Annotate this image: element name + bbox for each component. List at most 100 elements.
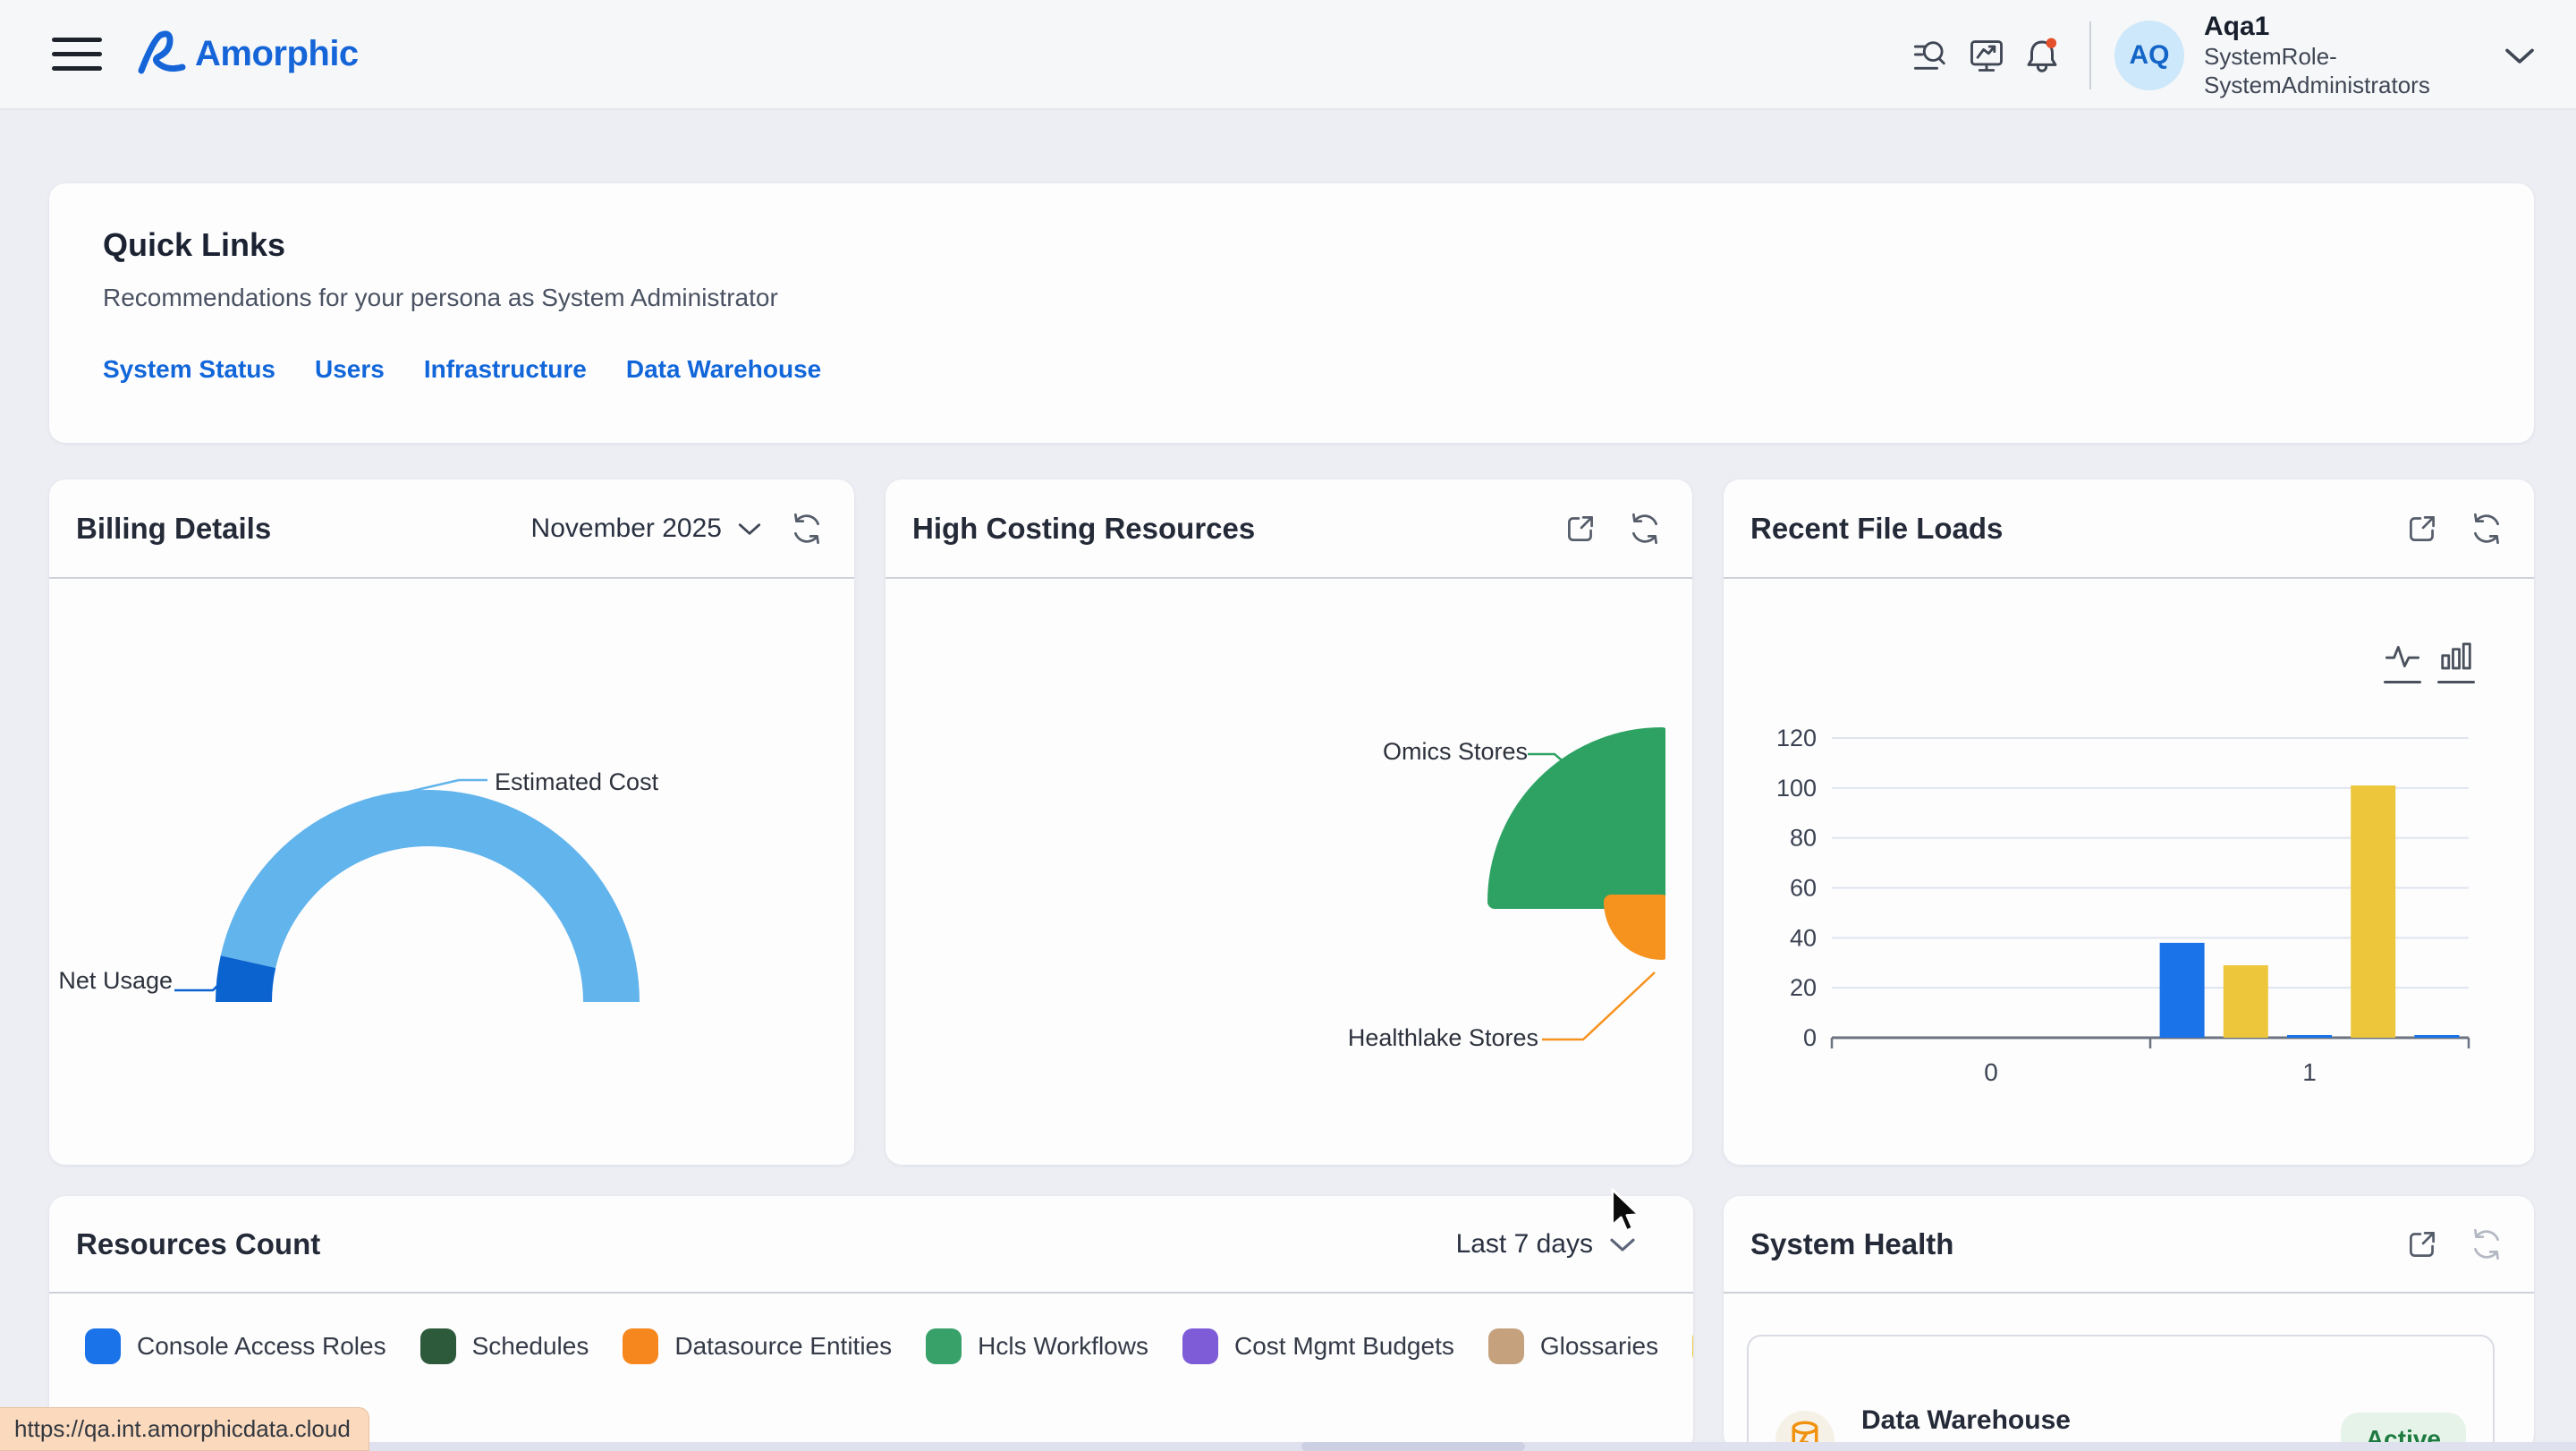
refresh-icon[interactable] [2466, 1224, 2507, 1265]
bar [2160, 943, 2205, 1038]
recent-file-loads-card: Recent File Loads [1724, 479, 2534, 1165]
file-loads-bar-chart: 02040608010012001 [1724, 579, 2534, 1165]
pie-sector-healthlake-stores [1611, 902, 1662, 953]
amorphic-logo-icon [134, 26, 190, 81]
status-url-tooltip: https://qa.int.amorphicdata.cloud [0, 1407, 369, 1451]
legend-chip [1488, 1328, 1524, 1364]
resources-title: Resources Count [76, 1227, 320, 1261]
loads-card-header: Recent File Loads [1724, 479, 2534, 579]
bar [2224, 965, 2268, 1038]
refresh-icon[interactable] [786, 508, 827, 549]
quick-links-card: Quick Links Recommendations for your per… [49, 183, 2534, 443]
legend-item[interactable]: Console Access Roles [85, 1328, 386, 1364]
quick-link-infrastructure[interactable]: Infrastructure [424, 355, 587, 384]
health-card-header: System Health [1724, 1196, 2534, 1294]
avatar[interactable]: AQ [2114, 21, 2184, 90]
external-link-icon[interactable] [2402, 1224, 2443, 1265]
costing-title: High Costing Resources [912, 512, 1255, 546]
x-category-label: 1 [2302, 1058, 2317, 1086]
chevron-down-icon [1607, 1234, 1638, 1255]
legend-chip [926, 1328, 962, 1364]
y-tick-label: 80 [1790, 825, 1817, 852]
legend-chip [85, 1328, 121, 1364]
health-title: System Health [1750, 1227, 1953, 1261]
menu-icon[interactable] [52, 38, 102, 73]
dashboard-page: { "header": { "logo_text": "Amorphic", "… [0, 0, 2576, 1451]
legend-label: Hcls Workflows [978, 1332, 1148, 1361]
pie-label-omics-stores: Omics Stores [1234, 738, 1528, 766]
legend-chip [1692, 1328, 1693, 1364]
horizontal-scrollbar-thumb[interactable] [1301, 1442, 1525, 1451]
chevron-down-icon[interactable] [2499, 35, 2540, 76]
legend-item[interactable]: Glossaries [1488, 1328, 1658, 1364]
y-tick-label: 40 [1790, 924, 1817, 951]
y-tick-label: 0 [1803, 1024, 1817, 1051]
resources-range-value: Last 7 days [1456, 1229, 1593, 1260]
external-link-icon[interactable] [1560, 508, 1601, 549]
quick-link-users[interactable]: Users [315, 355, 385, 384]
pie-label-healthlake-stores: Healthlake Stores [1225, 1024, 1538, 1052]
loads-title: Recent File Loads [1750, 512, 2003, 546]
y-tick-label: 120 [1776, 725, 1817, 751]
quick-links-subtitle: Recommendations for your persona as Syst… [103, 284, 2480, 312]
logo-text: Amorphic [195, 34, 359, 74]
legend-label: Cost Mgmt Budgets [1234, 1332, 1454, 1361]
bar [2414, 1035, 2459, 1038]
monitor-chart-icon[interactable] [1966, 35, 2007, 76]
refresh-icon[interactable] [1624, 508, 1665, 549]
resources-card-header: Resources Count Last 7 days [49, 1196, 1693, 1294]
chevron-down-icon [736, 519, 763, 539]
high-costing-resources-card: High Costing Resources Omics Stores Heal… [886, 479, 1692, 1165]
legend-label: Datasource Entities [674, 1332, 892, 1361]
resources-range-dropdown[interactable]: Last 7 days [1456, 1229, 1638, 1260]
legend-label: Schedules [472, 1332, 589, 1361]
billing-details-card: Billing Details November 2025 Estimated … [49, 479, 854, 1165]
health-item-name: Data Warehouse [1861, 1405, 2118, 1436]
system-health-card: System Health [1724, 1196, 2534, 1451]
legend-item[interactable]: Cost Mgmt Budgets [1182, 1328, 1454, 1364]
legend-item[interactable]: Tem [1692, 1328, 1693, 1364]
billing-card-header: Billing Details November 2025 [49, 479, 854, 579]
legend-chip [1182, 1328, 1218, 1364]
gauge-label-estimated-cost: Estimated Cost [495, 768, 658, 796]
high-costing-pie-chart: Omics Stores Healthlake Stores [886, 579, 1692, 1165]
billing-period-value: November 2025 [531, 513, 722, 544]
bar [2287, 1035, 2332, 1038]
horizontal-scrollbar-track[interactable] [0, 1442, 2576, 1451]
pie-leader-healthlake-stores [1542, 972, 1655, 1039]
health-item-data-warehouse[interactable]: Data Warehouse Data Warehouse Health Act… [1747, 1335, 2495, 1451]
quick-link-system-status[interactable]: System Status [103, 355, 275, 384]
user-role-line2: SystemAdministrators [2204, 71, 2472, 99]
app-logo[interactable]: Amorphic [134, 25, 359, 82]
legend-label: Glossaries [1540, 1332, 1658, 1361]
user-name: Aqa1 [2204, 12, 2472, 42]
legend-chip [623, 1328, 658, 1364]
billing-gauge-chart: Estimated Cost Net Usage [49, 579, 854, 1165]
notification-dot [2046, 38, 2057, 48]
billing-period-dropdown[interactable]: November 2025 [531, 513, 763, 544]
y-tick-label: 100 [1776, 775, 1817, 802]
costing-card-header: High Costing Resources [886, 479, 1692, 579]
external-link-icon[interactable] [2402, 508, 2443, 549]
gauge-estimated-cost-arc [221, 790, 640, 1002]
resources-legend: Console Access Roles Schedules Datasource … [85, 1328, 1666, 1364]
y-tick-label: 20 [1790, 974, 1817, 1001]
bar [2351, 785, 2395, 1038]
legend-item[interactable]: Hcls Workflows [926, 1328, 1148, 1364]
quick-link-data-warehouse[interactable]: Data Warehouse [626, 355, 821, 384]
billing-title: Billing Details [76, 512, 271, 546]
refresh-icon[interactable] [2466, 508, 2507, 549]
notifications-icon[interactable] [2021, 35, 2063, 76]
gauge-leader-net-usage [174, 983, 220, 990]
y-tick-label: 60 [1790, 875, 1817, 902]
quick-links-title: Quick Links [103, 226, 2480, 264]
user-info[interactable]: Aqa1 SystemRole- SystemAdministrators [2204, 12, 2472, 99]
gauge-label-net-usage: Net Usage [58, 967, 173, 995]
top-header-bar: Amorphic AQ [0, 0, 2576, 110]
legend-item[interactable]: Schedules [420, 1328, 589, 1364]
search-icon[interactable] [1911, 35, 1952, 76]
header-divider [2089, 21, 2091, 89]
legend-chip [420, 1328, 456, 1364]
quick-links-row: System Status Users Infrastructure Data … [103, 355, 2480, 384]
legend-item[interactable]: Datasource Entities [623, 1328, 892, 1364]
